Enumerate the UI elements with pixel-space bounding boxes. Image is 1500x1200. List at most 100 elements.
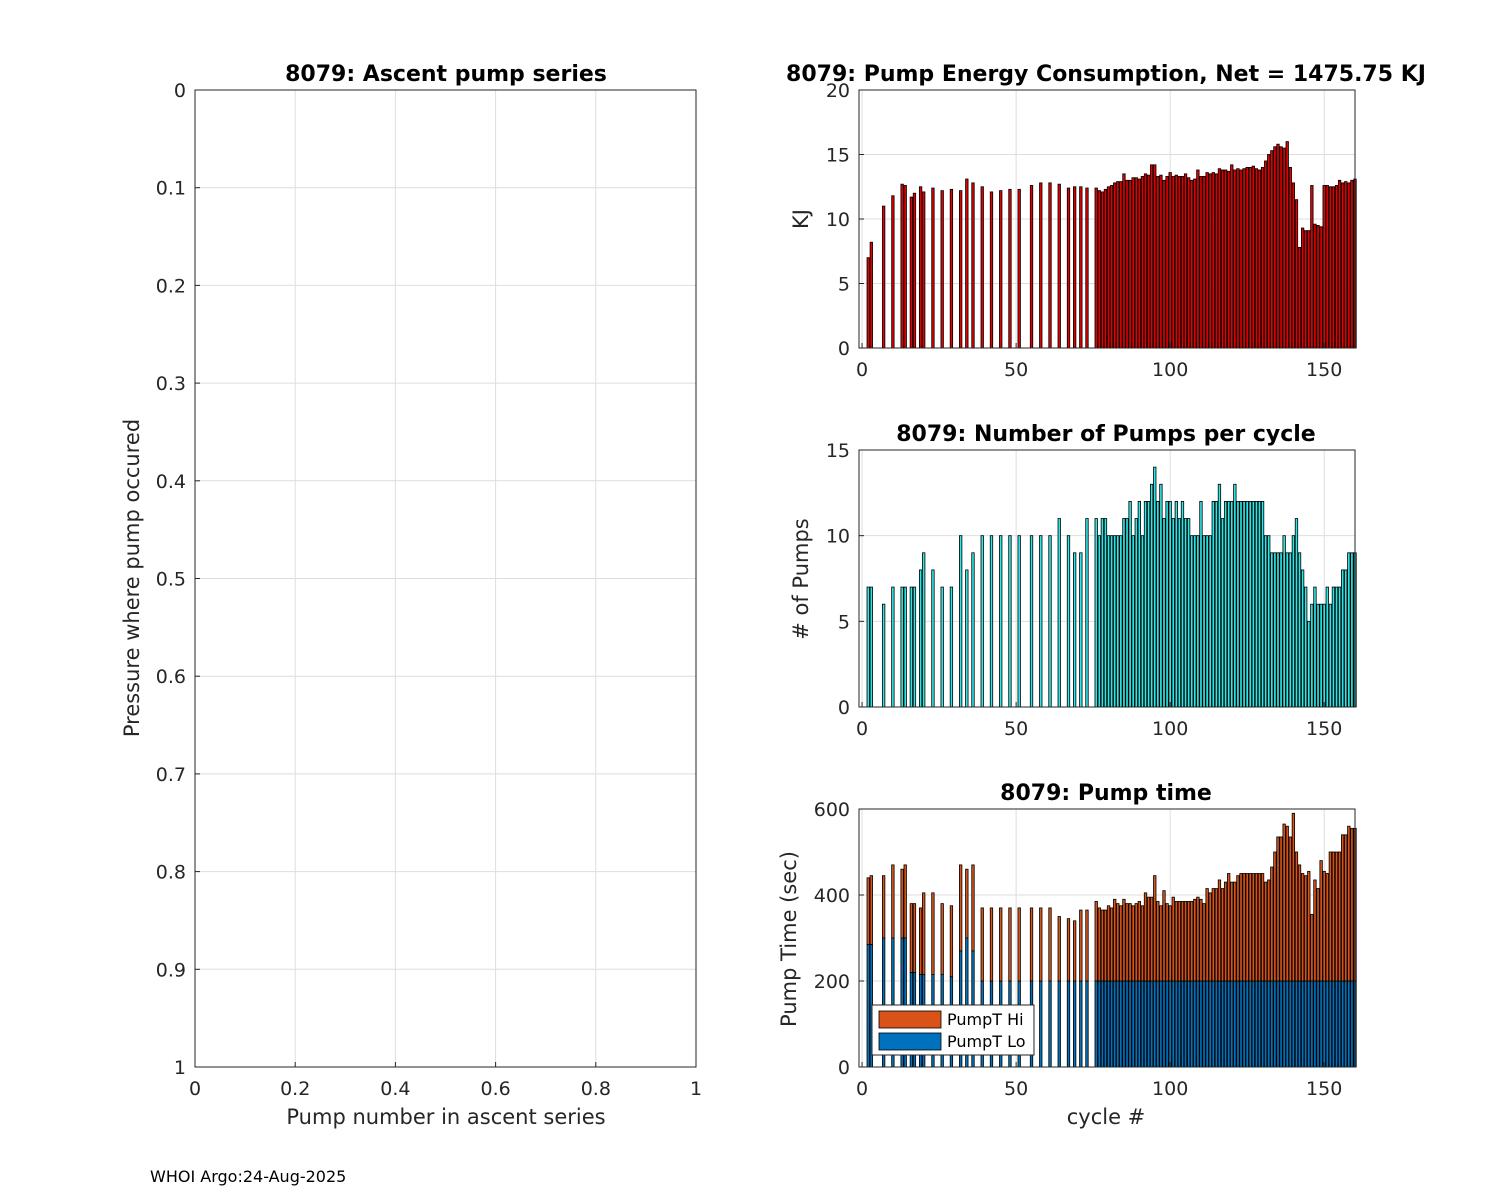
pumptime-lo-bar bbox=[1270, 980, 1274, 1068]
y-tick-label: 15 bbox=[826, 145, 850, 167]
energy-bar bbox=[1193, 178, 1197, 349]
pumptime-hi-bar bbox=[1057, 916, 1061, 982]
pumptime-lo-bar bbox=[1211, 980, 1215, 1068]
pumps-bar bbox=[1103, 518, 1108, 708]
pumps-bar bbox=[1168, 500, 1172, 708]
pumps-bar bbox=[1344, 569, 1348, 708]
pumptime-lo-bar bbox=[1251, 980, 1255, 1068]
pumptime-hi-bar bbox=[1183, 901, 1188, 982]
pumptime-hi-bar bbox=[1048, 907, 1052, 982]
pumptime-hi-bar bbox=[1344, 834, 1348, 982]
energy-bar bbox=[931, 187, 935, 349]
pumptime-hi-bar bbox=[1174, 901, 1178, 982]
pumps-bar bbox=[1190, 535, 1194, 708]
pumps-bar bbox=[1242, 500, 1246, 708]
pumptime-hi-bar bbox=[1291, 812, 1296, 982]
x-tick-label: 150 bbox=[1306, 718, 1342, 740]
pumptime-lo-bar bbox=[1300, 980, 1305, 1068]
pumptime-hi-bar bbox=[1236, 875, 1240, 982]
pumps-bar bbox=[900, 586, 904, 708]
energy-bar bbox=[1347, 182, 1351, 349]
x-tick-label: 0 bbox=[856, 1078, 868, 1100]
pumptime-lo-bar bbox=[1048, 980, 1052, 1068]
energy-bar bbox=[1048, 182, 1052, 349]
pumps-bar bbox=[882, 603, 886, 708]
pumps-bar bbox=[1267, 535, 1271, 708]
pumptime-lo-bar bbox=[1319, 980, 1323, 1068]
legend-lo-label: PumpT Lo bbox=[947, 1032, 1026, 1051]
energy-bar bbox=[1313, 223, 1317, 349]
pumptime-lo-bar bbox=[1273, 980, 1277, 1068]
energy-bar bbox=[922, 191, 926, 349]
energy-bar bbox=[1131, 177, 1135, 349]
pumptime-hi-bar bbox=[1245, 873, 1249, 982]
pumptime-hi-bar bbox=[999, 907, 1003, 982]
pumptime-hi-bar bbox=[1313, 879, 1317, 982]
energy-bar bbox=[1134, 177, 1138, 349]
energy-bar bbox=[1223, 169, 1228, 349]
pumptime-hi-bar bbox=[1251, 873, 1255, 982]
pumps-bar bbox=[1039, 535, 1043, 708]
y-tick-label: 20 bbox=[826, 80, 850, 102]
pumptime-lo-bar bbox=[1134, 980, 1138, 1068]
pumptime-x-ticks: 0 50 100 150 bbox=[856, 1062, 1342, 1100]
pumptime-hi-bar bbox=[1159, 905, 1163, 982]
pumps-bar bbox=[1085, 518, 1089, 708]
pumptime-hi-bar bbox=[1165, 903, 1169, 982]
pumps-bar bbox=[1119, 535, 1123, 708]
energy-bar bbox=[1119, 181, 1123, 349]
energy-bar bbox=[1109, 185, 1114, 349]
pumptime-lo-bar bbox=[1177, 980, 1182, 1068]
pumptime-hi-bar bbox=[1227, 873, 1231, 982]
pumps-bar bbox=[1341, 569, 1345, 708]
pumptime-hi-bar bbox=[1122, 898, 1126, 982]
pumptime-lo-bar bbox=[1113, 980, 1117, 1068]
pumps-bar bbox=[1273, 552, 1277, 708]
pumptime-hi-bar bbox=[1304, 875, 1308, 982]
energy-bar bbox=[1239, 169, 1243, 349]
x-tick-label: 0 bbox=[189, 1078, 201, 1100]
energy-bar bbox=[1273, 146, 1277, 349]
energy-bar bbox=[1248, 166, 1252, 349]
pumptime-lo-bar bbox=[1214, 980, 1218, 1068]
energy-bar bbox=[1297, 246, 1302, 349]
energy-bar bbox=[1094, 187, 1098, 349]
pumps-bar bbox=[1187, 518, 1191, 708]
x-tick-label: 0.6 bbox=[480, 1078, 510, 1100]
pumptime-hi-bar bbox=[922, 892, 926, 975]
pumps-bar bbox=[1307, 620, 1311, 708]
pumps-bar bbox=[1165, 500, 1169, 708]
energy-bar bbox=[1171, 176, 1175, 349]
energy-bar bbox=[1066, 187, 1071, 349]
pumptime-lo-bar bbox=[1106, 980, 1111, 1068]
pumptime-title: 8079: Pump time bbox=[1000, 781, 1212, 806]
energy-bar bbox=[1288, 166, 1292, 349]
pumptime-lo-bar bbox=[1140, 980, 1145, 1068]
pumptime-hi-bar bbox=[1177, 901, 1182, 982]
pumptime-lo-bar bbox=[1165, 980, 1169, 1068]
pumptime-hi-bar bbox=[1282, 823, 1286, 982]
pumps-bar bbox=[1254, 500, 1259, 708]
pumptime-hi-bar bbox=[1300, 873, 1305, 982]
energy-bar bbox=[1103, 188, 1108, 349]
pumps-title: 8079: Number of Pumps per cycle bbox=[896, 422, 1315, 447]
energy-bar bbox=[1085, 187, 1089, 349]
energy-bar bbox=[1279, 146, 1283, 349]
energy-bar bbox=[1322, 185, 1326, 349]
pumptime-hi-bar bbox=[1103, 909, 1108, 982]
pumptime-hi-bar bbox=[1297, 864, 1302, 982]
y-tick-label: 5 bbox=[838, 611, 850, 633]
pumptime-hi-bar bbox=[1319, 860, 1323, 982]
pumps-bar bbox=[1180, 500, 1185, 708]
pumptime-hi-bar bbox=[1128, 903, 1132, 982]
y-tick-label: 0 bbox=[838, 1057, 850, 1079]
pumptime-lo-bar bbox=[1322, 980, 1326, 1068]
energy-bar bbox=[1174, 174, 1178, 349]
energy-bar bbox=[903, 185, 907, 349]
pumptime-lo-bar bbox=[1150, 980, 1154, 1068]
energy-x-ticks: 0 50 100 150 bbox=[856, 343, 1342, 381]
pumptime-lo-bar bbox=[1168, 980, 1172, 1068]
pumptime-lo-bar bbox=[1190, 980, 1194, 1068]
pumptime-hi-bar bbox=[1214, 888, 1218, 982]
energy-bar bbox=[1187, 177, 1191, 349]
